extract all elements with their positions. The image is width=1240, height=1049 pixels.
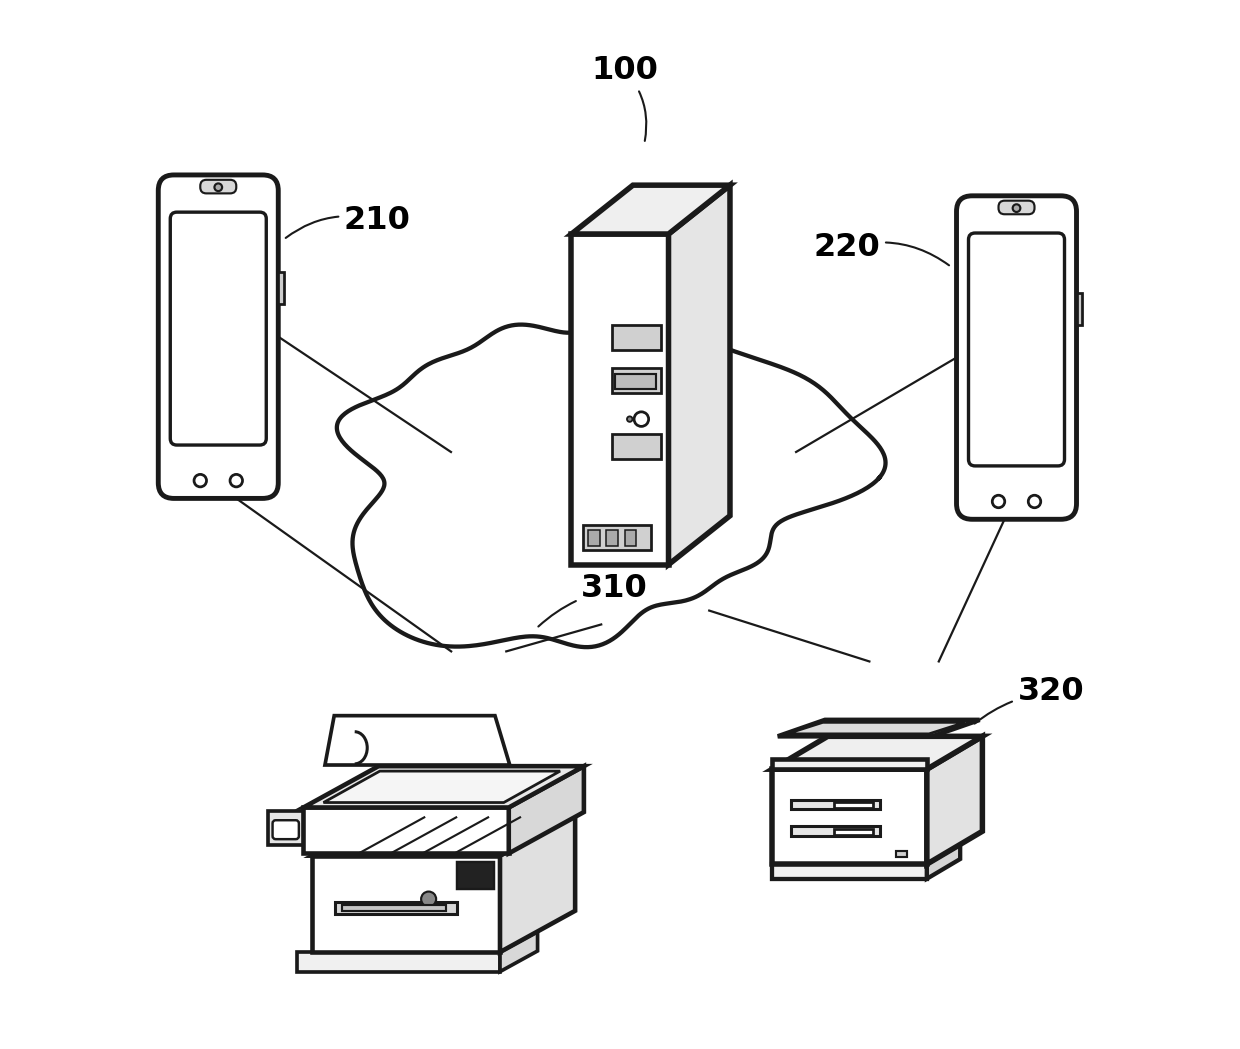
Circle shape bbox=[992, 495, 1004, 508]
Circle shape bbox=[1013, 205, 1021, 212]
Polygon shape bbox=[926, 736, 982, 864]
Bar bbox=[773, 864, 926, 879]
Polygon shape bbox=[324, 771, 560, 802]
Polygon shape bbox=[786, 723, 965, 734]
Bar bbox=[278, 272, 284, 304]
FancyBboxPatch shape bbox=[956, 196, 1076, 519]
Bar bbox=[583, 524, 651, 550]
Bar bbox=[304, 808, 508, 854]
Bar bbox=[613, 368, 661, 392]
Bar bbox=[1076, 293, 1083, 325]
FancyBboxPatch shape bbox=[968, 233, 1064, 466]
FancyBboxPatch shape bbox=[273, 820, 299, 839]
Bar bbox=[613, 434, 661, 458]
Polygon shape bbox=[312, 814, 575, 856]
Polygon shape bbox=[500, 814, 575, 952]
Polygon shape bbox=[668, 186, 730, 564]
Bar bbox=[835, 829, 873, 835]
FancyBboxPatch shape bbox=[170, 212, 267, 445]
Polygon shape bbox=[572, 186, 730, 234]
Circle shape bbox=[231, 474, 243, 487]
Polygon shape bbox=[304, 766, 584, 808]
Polygon shape bbox=[325, 715, 510, 765]
Bar bbox=[897, 851, 906, 857]
Polygon shape bbox=[773, 736, 982, 769]
Circle shape bbox=[215, 184, 222, 191]
Bar bbox=[312, 856, 500, 952]
Bar bbox=[835, 801, 873, 808]
Bar bbox=[773, 759, 926, 769]
Text: 320: 320 bbox=[975, 677, 1084, 724]
FancyBboxPatch shape bbox=[159, 175, 278, 498]
Bar bbox=[268, 811, 304, 845]
Bar bbox=[625, 530, 636, 547]
Bar bbox=[791, 827, 880, 836]
Bar bbox=[613, 325, 661, 349]
Polygon shape bbox=[337, 309, 885, 647]
Polygon shape bbox=[500, 932, 538, 971]
Text: 310: 310 bbox=[538, 573, 649, 626]
Bar bbox=[335, 902, 456, 914]
Circle shape bbox=[1028, 495, 1040, 508]
Bar bbox=[298, 952, 500, 971]
Bar bbox=[456, 862, 495, 890]
Text: 220: 220 bbox=[813, 232, 949, 265]
Polygon shape bbox=[508, 766, 584, 854]
Circle shape bbox=[422, 892, 436, 906]
Bar bbox=[615, 374, 656, 389]
FancyBboxPatch shape bbox=[201, 179, 237, 193]
FancyBboxPatch shape bbox=[998, 200, 1034, 214]
Bar bbox=[791, 799, 880, 809]
Bar bbox=[606, 530, 618, 547]
Text: 210: 210 bbox=[285, 205, 410, 238]
Text: 100: 100 bbox=[591, 56, 658, 141]
Bar bbox=[773, 769, 926, 864]
Polygon shape bbox=[777, 720, 980, 736]
Circle shape bbox=[634, 412, 649, 426]
Bar bbox=[572, 234, 668, 564]
Bar bbox=[588, 530, 600, 547]
Circle shape bbox=[627, 416, 632, 422]
Polygon shape bbox=[926, 844, 960, 879]
Circle shape bbox=[193, 474, 207, 487]
Bar bbox=[342, 905, 445, 912]
